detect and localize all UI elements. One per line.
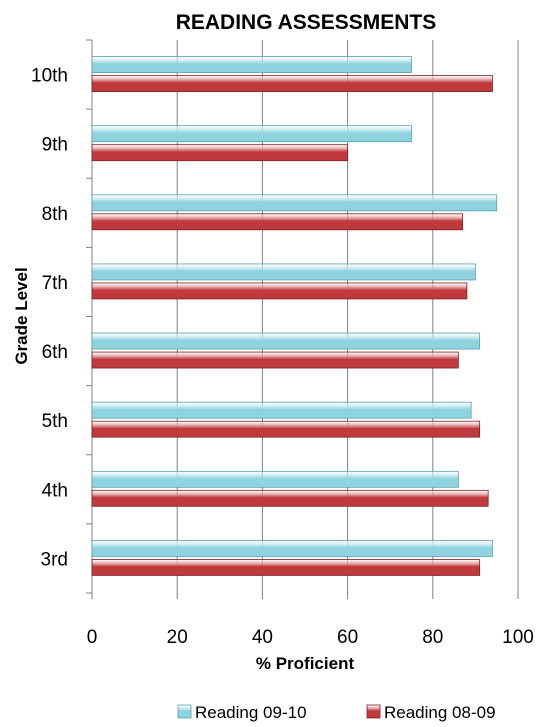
bar <box>91 75 493 92</box>
bar <box>91 332 481 350</box>
x-tick-label: 40 <box>252 627 273 648</box>
bar <box>91 540 493 557</box>
bar <box>91 144 349 162</box>
category-label: 10th <box>31 66 68 87</box>
category-label: 9th <box>42 135 68 156</box>
x-tick-label: 0 <box>87 627 98 648</box>
bar <box>91 559 481 576</box>
gridlines <box>176 40 519 593</box>
legend-swatch <box>177 704 192 719</box>
category-label: 8th <box>42 204 68 225</box>
category-label: 7th <box>42 273 68 294</box>
bar <box>91 125 412 143</box>
category-label: 3rd <box>41 549 68 570</box>
legend-label: Reading 09-10 <box>195 703 307 722</box>
bar <box>91 401 472 419</box>
bar <box>91 470 459 488</box>
chart-title: READING ASSESSMENTS <box>176 11 437 34</box>
y-axis: 10th 9th 8th 7th 6th 5th 4th 3rd <box>31 39 93 594</box>
category-label: 5th <box>42 411 68 432</box>
x-tick-label: 60 <box>337 627 358 648</box>
x-axis: 0 20 40 60 80 100 <box>87 593 534 648</box>
bar <box>91 194 498 212</box>
category-label: 6th <box>42 342 68 363</box>
bar <box>91 263 476 281</box>
legend: Reading 09-10 Reading 08-09 <box>177 703 496 722</box>
legend-swatch <box>366 704 381 719</box>
bar <box>91 351 459 369</box>
x-tick-label: 100 <box>502 627 534 648</box>
x-tick-label: 20 <box>167 627 188 648</box>
legend-label: Reading 08-09 <box>384 703 496 722</box>
y-axis-title: Grade Level <box>12 267 31 364</box>
bar <box>91 489 489 507</box>
bar <box>91 56 412 73</box>
bar <box>91 282 468 300</box>
bars <box>91 56 498 576</box>
x-tick-label: 80 <box>422 627 443 648</box>
x-axis-title: % Proficient <box>256 654 355 673</box>
bar <box>91 420 481 438</box>
category-label: 4th <box>42 480 68 501</box>
bar <box>91 213 464 231</box>
